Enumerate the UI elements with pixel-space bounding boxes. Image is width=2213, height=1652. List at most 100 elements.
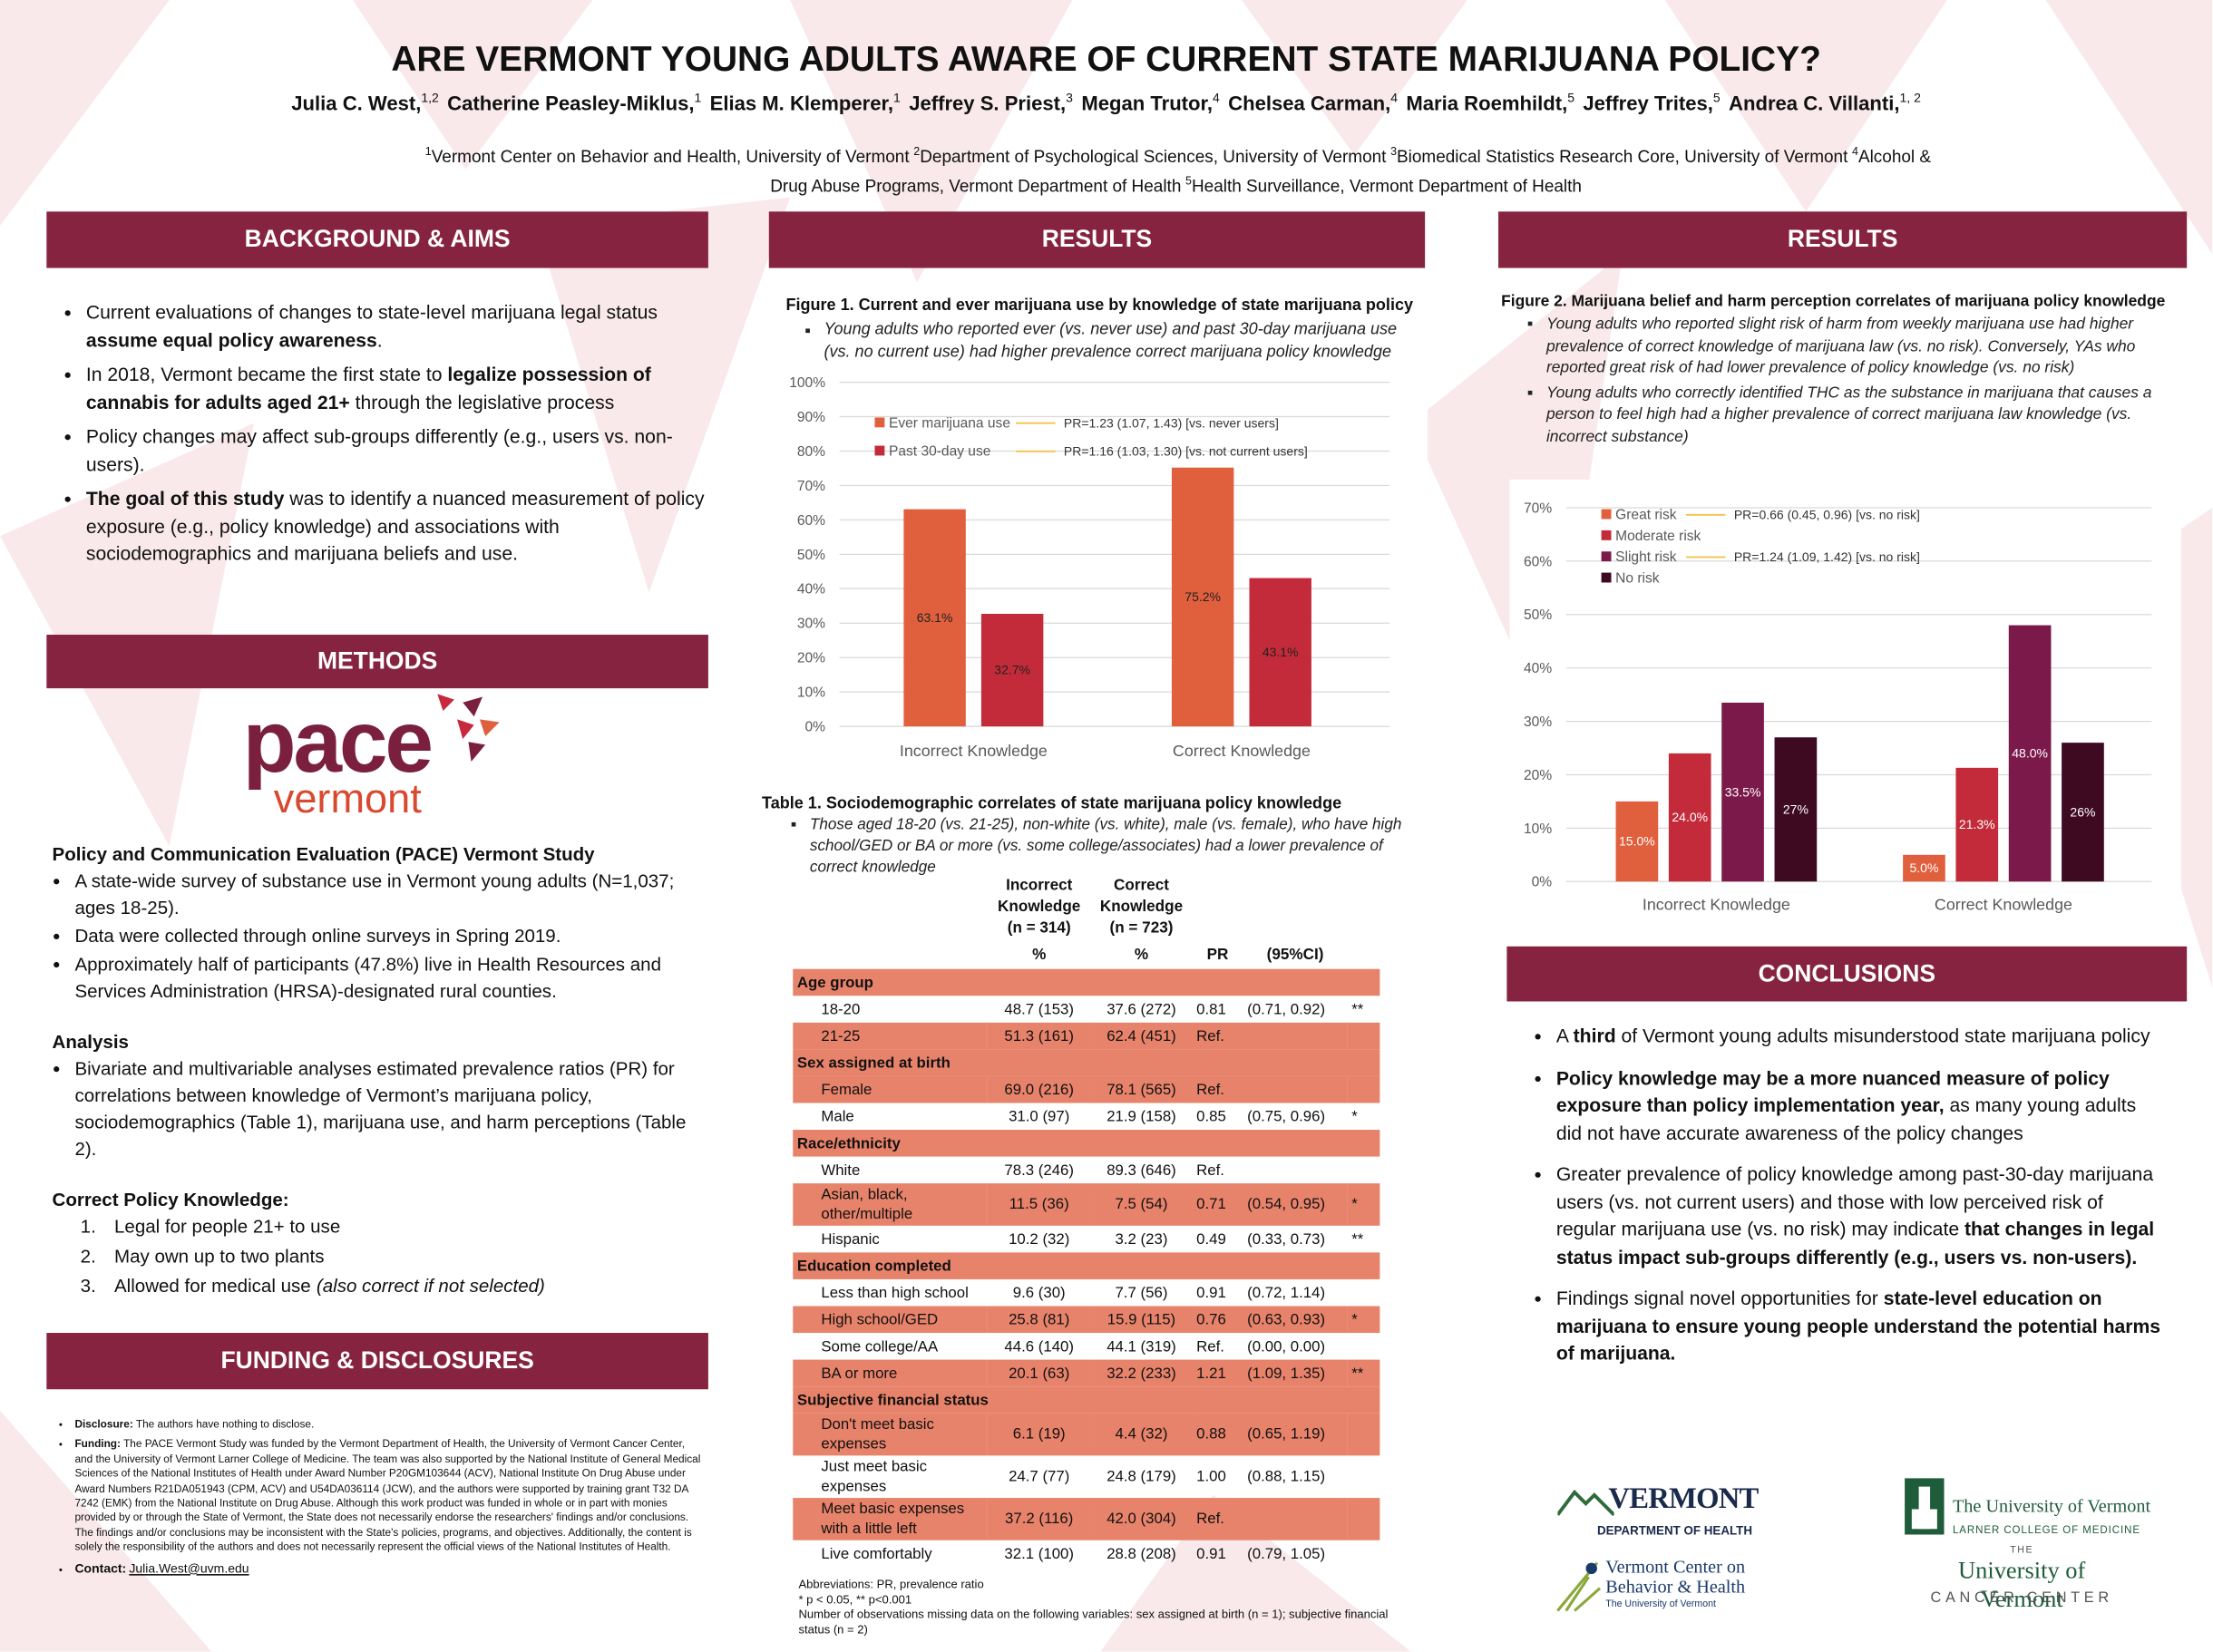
table-cell [1348,1157,1380,1184]
funding-text: The PACE Vermont Study was funded by the… [74,1437,701,1554]
text-run: In 2018, Vermont became the first state … [85,364,448,385]
table-cell: Male [821,1107,854,1125]
table-cell [1348,1455,1380,1498]
x-tick-label: Correct Knowledge [1173,742,1311,760]
table-row: White 78.3 (246) 89.3 (646) Ref. [793,1157,1379,1184]
bar [903,509,966,727]
section-header: METHODS [46,635,708,689]
table-cell: 20.1 (63) [1009,1365,1070,1382]
header-cell [1243,874,1347,940]
table-cell [1243,1157,1347,1184]
table-cell: 37.2 (116) [1005,1511,1074,1528]
x-tick-label: Correct Knowledge [1935,895,2072,913]
author-affil: 4 [1213,90,1220,105]
data-label: 75.2% [1184,589,1221,604]
header-cell: Incorrect Knowledge (n = 314) [998,877,1081,937]
header-cell: % [1134,946,1149,964]
item-text: May own up to two plants [114,1245,325,1267]
bullet: Young adults who reported slight risk of… [1546,315,2187,380]
table-cell: 7.7 (56) [1115,1284,1168,1302]
table-cell [1348,1414,1380,1456]
table-cell: 18-20 [821,1000,861,1018]
y-tick-label: 10% [1524,821,1552,837]
item-text: Allowed for medical use [114,1275,311,1297]
table-cell: Less than high school [821,1284,969,1302]
text-run: Policy knowledge may be a more nuanced m… [1555,1066,2110,1116]
y-tick-label: 80% [797,444,825,460]
header-cell: PR [1206,946,1229,964]
bullet: Young adults who reported ever (vs. neve… [824,319,1422,363]
logo-box: VERMONT DEPARTMENT OF HEALTH The Univers… [1506,1466,2188,1639]
affil-number: 5 [1185,174,1192,188]
table-cell [1243,1498,1347,1540]
table-cell: 51.3 (161) [1004,1027,1074,1045]
table-cell: 9.6 (30) [1012,1284,1066,1302]
bullet-list: Bivariate and multivariable analyses est… [53,1055,708,1162]
author: Megan Trutor,4 [1081,90,1220,116]
data-label: 43.1% [1262,645,1299,659]
text-run: . [376,329,383,351]
group-cell: Race/ethnicity [796,1134,901,1152]
table-cell: 28.8 (208) [1106,1545,1176,1562]
y-tick-label: 70% [1524,500,1552,516]
bullet: A third of Vermont young adults misunder… [1556,1023,2161,1050]
figure-notes: Young adults who reported ever (vs. neve… [802,319,1422,365]
funding-text: The authors have nothing to disclose. [135,1417,315,1431]
section-header: RESULTS [768,211,1426,268]
table-cell: * [1351,1310,1358,1328]
table-cell: 6.1 (19) [1012,1425,1066,1443]
figure-notes: Young adults who reported slight risk of… [1524,315,2187,452]
section-header: CONCLUSIONS [1506,946,2188,1002]
author: Jeffrey Trites,5 [1583,90,1721,116]
affiliation: 3Biomedical Statistics Research Core, Un… [1390,145,1847,166]
bullet: Data were collected through online surve… [74,922,707,949]
table-cell [1348,1333,1380,1360]
item-number: 1. [80,1215,96,1238]
table-cell [1348,1076,1380,1103]
y-tick-label: 20% [1524,768,1552,783]
bullet: Policy changes may affect sub-groups dif… [86,423,706,479]
bar [1721,702,1764,882]
item-number: 3. [80,1275,96,1297]
author: Catherine Peasley-Miklus,1 [447,91,701,116]
bullet: The goal of this study was to identify a… [86,485,706,568]
table-cell: 0.71 [1196,1196,1226,1213]
y-tick-label: 0% [805,720,826,735]
table-cell: 0.91 [1196,1284,1226,1302]
chart-svg: 0% 10% 20% 30% 40% 50% 60% 70% 80% 90% 100% Incorre… [778,369,1428,772]
author: Maria Roemhildt,5 [1406,91,1574,116]
header-row: Incorrect Knowledge (n = 314) Correct Kno… [793,874,1379,940]
author-name: Megan Trutor, [1081,92,1214,116]
text-run: through the legislative process [349,391,615,413]
table-cell: Live comfortably [821,1545,932,1562]
author-affil: 5 [1712,90,1721,105]
table-cell: (0.75, 0.96) [1247,1107,1326,1125]
affiliation: 4Alcohol & Drug Abuse Programs, Vermont … [770,145,1931,197]
y-tick-label: 90% [797,410,825,425]
logo-text: pace [242,694,434,792]
bullet: Young adults who correctly identified TH… [1546,383,2187,448]
table-cell: * [1351,1196,1358,1213]
affil-number: 3 [1390,145,1398,159]
logo-text: The University of Vermont [1952,1494,2151,1517]
figure-2: 0% 10% 20% 30% 40% 50% 60% 70% Incorrect Knowled… [1509,479,2181,931]
legend-swatch [874,445,885,456]
x-tick-label: Incorrect Knowledge [1643,895,1790,913]
affiliation: 5Health Surveillance, Vermont Department… [1185,174,1582,197]
table-row: Don't meet basic expenses 6.1 (19) 4.4 (32… [793,1413,1380,1456]
affil-text: Vermont Center on Behavior and Health, U… [431,146,910,167]
table-row: Just meet basic expenses 24.7 (77) 24.8 (1… [793,1455,1379,1498]
legend-swatch [1601,551,1612,562]
legend-label: Slight risk [1615,549,1677,565]
table-cell: * [1351,1107,1358,1125]
funding-text: Disclosure:The authors have nothing to d… [53,1417,702,1582]
bar [2062,743,2104,882]
text-run: Findings signal novel opportunities for [1555,1288,1884,1309]
table-footnotes: Abbreviations: PR, prevalence ratio * p <… [798,1577,1418,1636]
data-label: 48.0% [2012,746,2048,761]
author-affil: 4 [1390,90,1399,105]
funding-item: Funding:The PACE Vermont Study was funde… [74,1438,701,1556]
logo-text: DEPARTMENT OF HEALTH [1596,1523,1753,1538]
table-cell [1243,1076,1347,1103]
data-label: 26% [2070,804,2095,819]
